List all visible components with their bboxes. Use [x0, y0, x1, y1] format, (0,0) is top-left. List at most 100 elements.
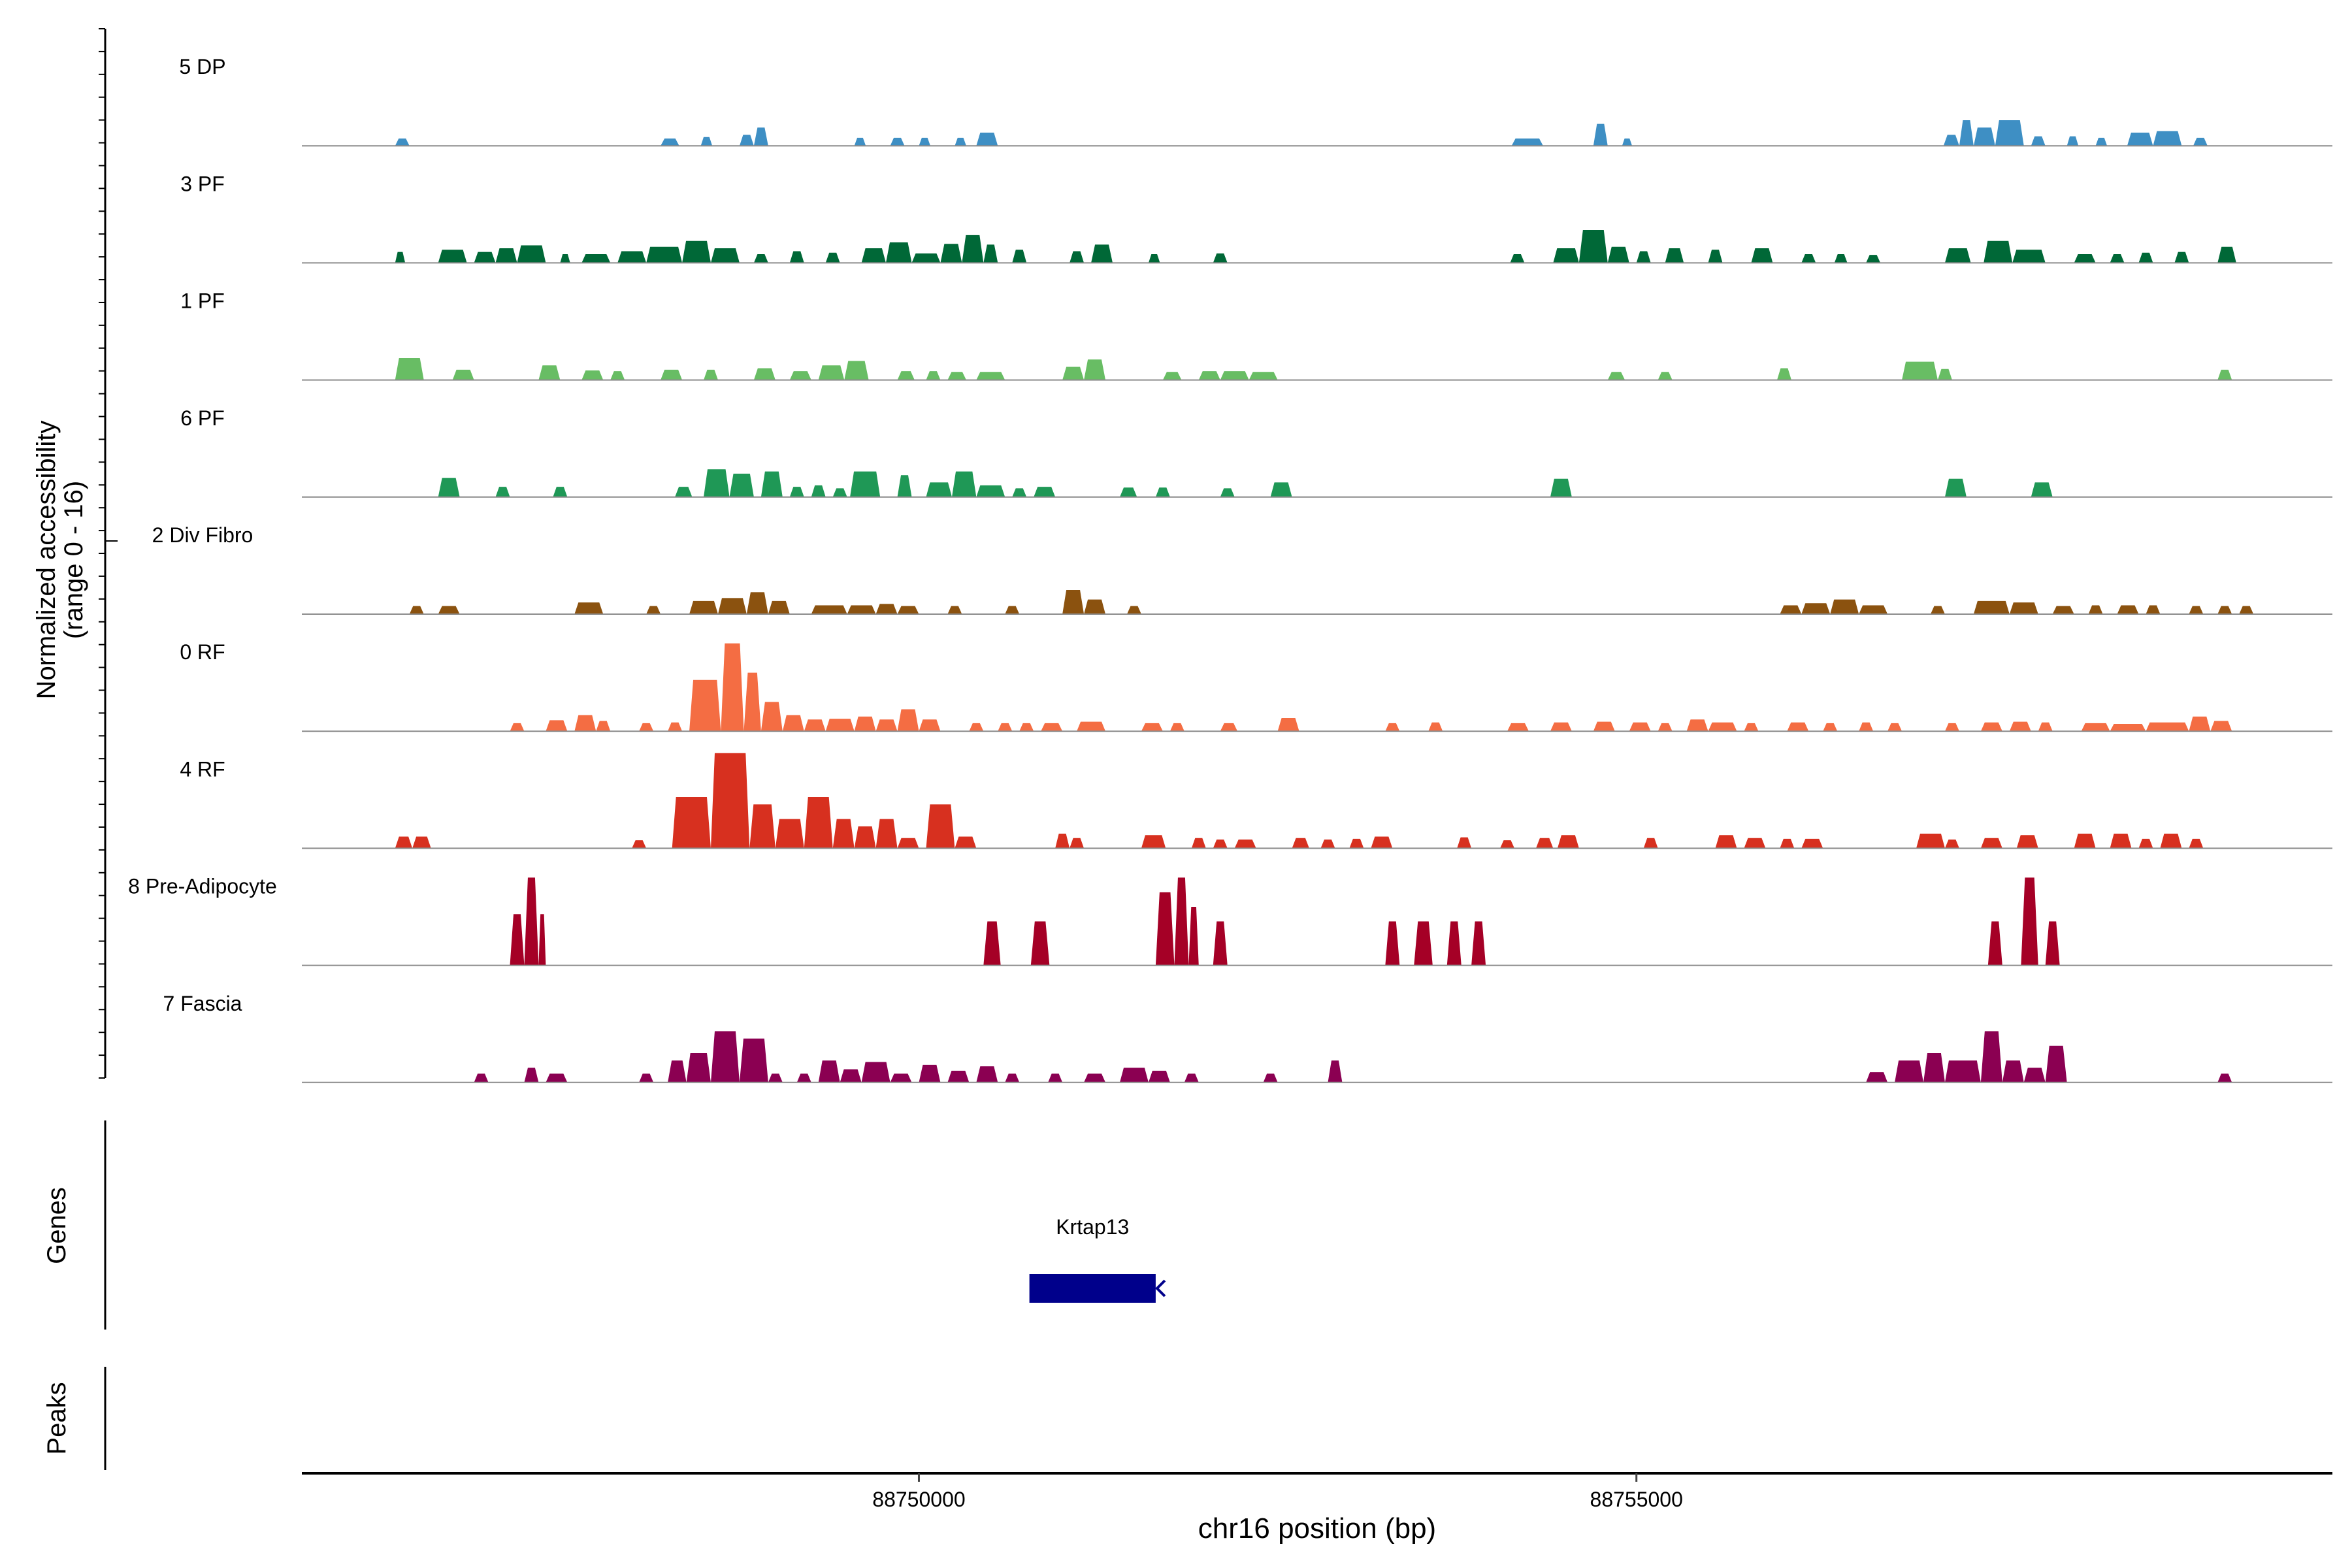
coverage-peak: [1169, 723, 1184, 732]
coverage-peak: [1780, 838, 1795, 849]
coverage-peak: [1012, 250, 1027, 263]
coverage-peak: [1270, 482, 1292, 497]
coverage-peak: [1801, 253, 1816, 263]
coverage-peak: [412, 836, 431, 849]
coverage-peak: [395, 252, 406, 263]
coverage-peak: [2189, 716, 2211, 732]
coverage-peak: [1643, 838, 1658, 849]
coverage-peak: [661, 369, 683, 380]
coverage-peak: [1859, 722, 1874, 732]
coverage-peak: [2153, 131, 2182, 146]
coverage-peak: [2081, 723, 2110, 732]
coverage-peak: [1320, 839, 1335, 849]
coverage-peak: [574, 715, 596, 732]
coverage-peak: [890, 1073, 912, 1083]
genes-panel-label: Genes: [42, 1187, 71, 1264]
coverage-peak: [1557, 835, 1579, 849]
coverage-peak: [969, 723, 984, 732]
coverage-peak: [1658, 372, 1673, 380]
coverage-peak: [729, 473, 754, 497]
coverage-peak: [1277, 718, 1299, 732]
coverage-peak: [2160, 834, 2182, 849]
track-label-7-fascia: 7 Fascia: [163, 992, 242, 1015]
coverage-peak: [1213, 253, 1228, 263]
coverage-peak: [768, 1073, 783, 1083]
coverage-peak: [2031, 482, 2053, 497]
coverage-peak: [617, 251, 647, 263]
coverage-peak: [1385, 921, 1400, 966]
coverage-peak: [1328, 1060, 1343, 1083]
coverage-peak: [1507, 723, 1529, 732]
coverage-peak: [847, 605, 876, 614]
coverage-tracks: 5 DP 3 PF 1 PF 6 PF 2 Div Fibro 0 RF 4 RF 8 Pre…: [128, 55, 2332, 1083]
coverage-peak: [639, 723, 654, 732]
coverage-peak: [646, 246, 683, 263]
coverage-peak: [675, 487, 693, 497]
coverage-peak: [818, 1060, 840, 1083]
coverage-peak: [438, 606, 460, 614]
coverage-peak: [753, 127, 768, 146]
coverage-peak: [811, 485, 826, 497]
coverage-peak: [1457, 837, 1472, 849]
coverage-peak: [1636, 251, 1651, 263]
coverage-peak: [1887, 723, 1903, 732]
coverage-peak: [976, 485, 1005, 497]
y-axis-label-line1: Normalized accessibility: [32, 421, 61, 700]
coverage-peak: [1084, 359, 1106, 380]
coverage-peak: [646, 606, 661, 614]
coverage-peak: [1980, 838, 2002, 849]
coverage-peak: [760, 471, 783, 497]
coverage-peak: [1500, 840, 1515, 849]
coverage-peak: [1973, 127, 1995, 146]
coverage-peak: [890, 137, 905, 146]
coverage-peak: [2110, 834, 2132, 849]
coverage-peak: [560, 253, 570, 263]
coverage-peak: [850, 471, 881, 497]
coverage-peak: [875, 604, 898, 614]
coverage-peak: [832, 488, 847, 497]
coverage-peak: [796, 1073, 811, 1083]
coverage-peak: [1550, 478, 1572, 497]
coverage-peak: [940, 244, 962, 263]
coverage-peak: [1943, 135, 1959, 146]
coverage-peak: [897, 475, 912, 497]
coverage-peak: [610, 371, 625, 380]
coverage-peak: [546, 720, 568, 732]
coverage-peak: [1511, 139, 1543, 146]
coverage-peak: [1077, 721, 1106, 732]
track-label-1-pf: 1 PF: [180, 289, 225, 313]
coverage-peak: [947, 1070, 970, 1083]
coverage-peak: [1859, 605, 1888, 614]
coverage-peak: [395, 139, 410, 146]
coverage-peak: [2031, 136, 2046, 146]
coverage-peak: [1188, 907, 1199, 966]
coverage-peak: [1414, 921, 1433, 966]
coverage-peak: [897, 709, 919, 732]
coverage-peak: [581, 370, 604, 380]
coverage-peak: [2146, 722, 2189, 732]
coverage-peak: [926, 804, 955, 849]
gene-body: [1029, 1274, 1156, 1303]
coverage-peak: [1174, 877, 1189, 966]
coverage-peak: [743, 672, 761, 732]
coverage-peak: [2138, 252, 2153, 263]
coverage-peak: [1629, 722, 1651, 732]
coverage-peak: [538, 914, 546, 966]
coverage-peak: [2045, 921, 2060, 966]
coverage-peak: [553, 487, 568, 497]
coverage-peak: [2045, 1045, 2067, 1083]
coverage-peak: [2138, 838, 2153, 849]
coverage-peak: [1686, 719, 1708, 732]
coverage-peak: [452, 369, 474, 380]
coverage-peak: [704, 369, 718, 380]
coverage-peak: [672, 797, 711, 849]
coverage-peak: [1751, 248, 1773, 263]
coverage-peak: [1593, 721, 1615, 732]
coverage-peak: [2066, 136, 2079, 146]
coverage-peak: [1385, 723, 1400, 732]
coverage-peak: [2074, 834, 2096, 849]
coverage-peak: [1895, 1060, 1924, 1083]
coverage-peak: [1005, 1073, 1020, 1083]
coverage-peak: [661, 139, 679, 146]
